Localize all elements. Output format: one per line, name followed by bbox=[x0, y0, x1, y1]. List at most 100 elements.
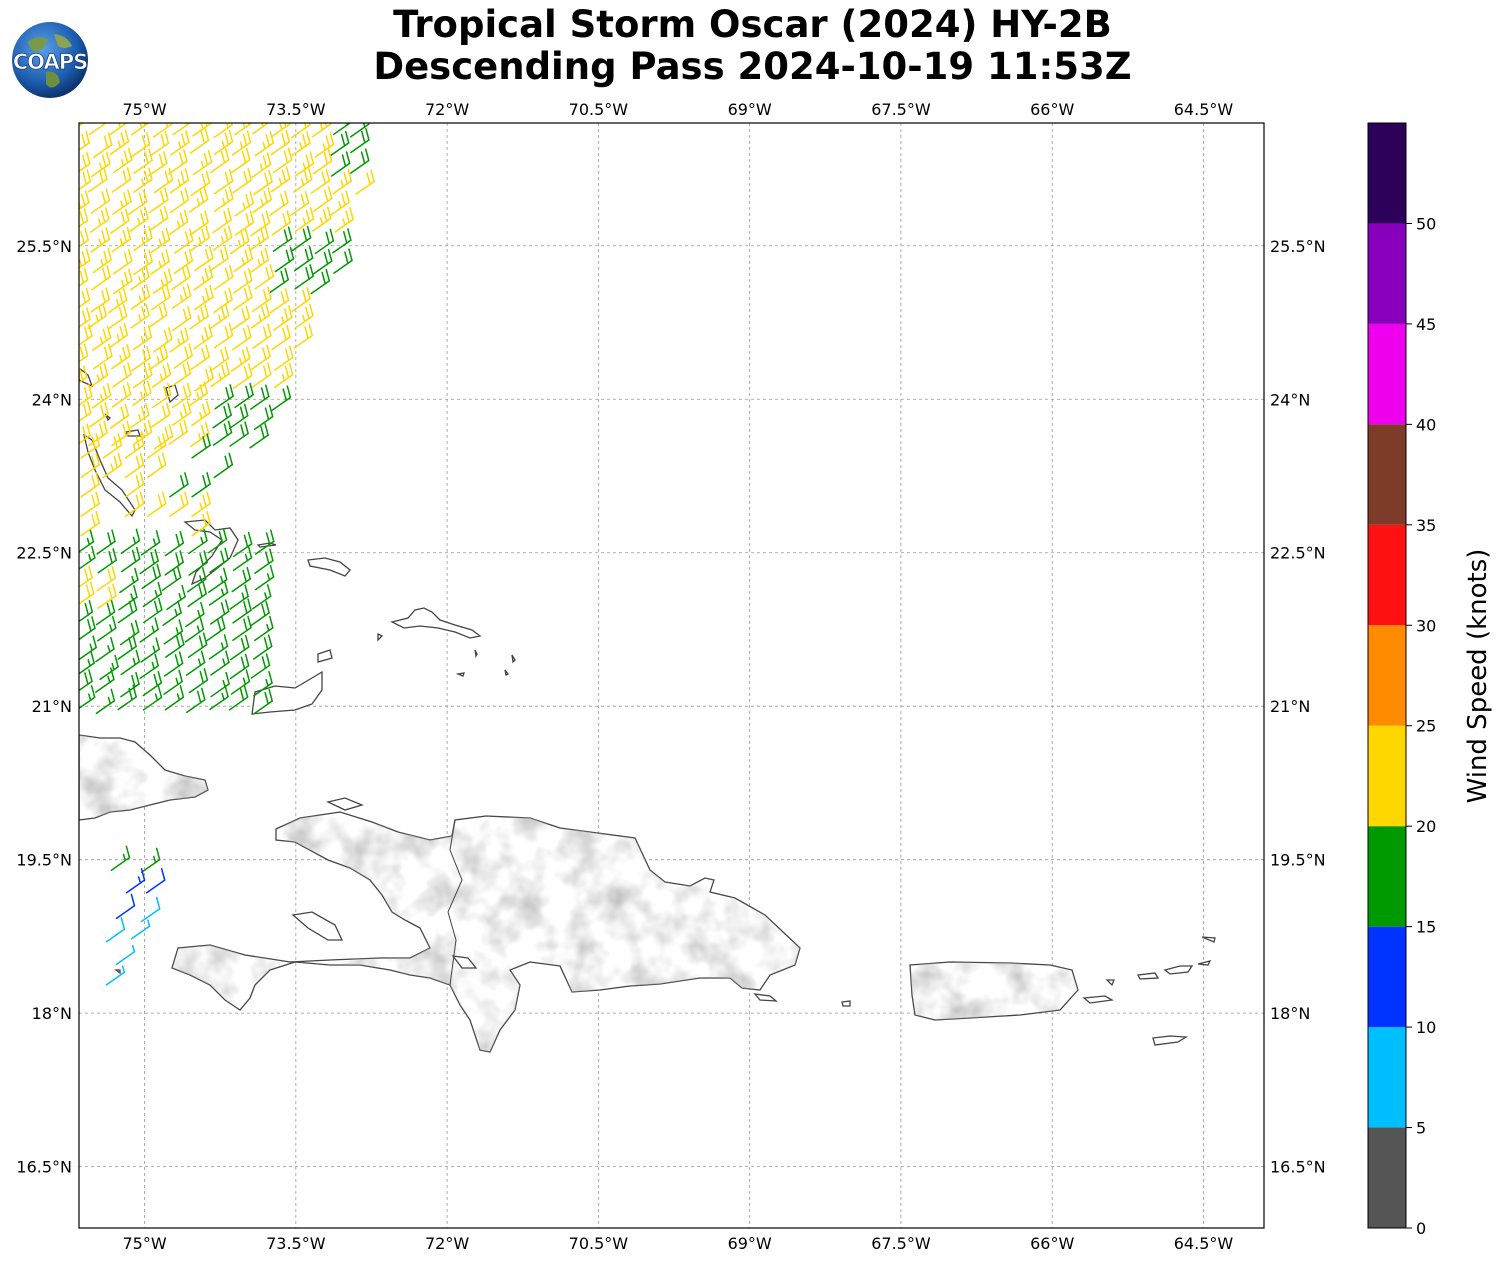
wind-barb bbox=[194, 246, 214, 272]
wind-barb bbox=[207, 567, 228, 593]
wind-barb bbox=[330, 151, 351, 177]
wind-barb bbox=[312, 148, 333, 175]
wind-barb bbox=[152, 382, 172, 409]
map-frame bbox=[78, 122, 1265, 1229]
wind-barb bbox=[102, 433, 123, 459]
turks-island-3 bbox=[455, 672, 465, 677]
wind-barb bbox=[355, 169, 375, 195]
wind-barb bbox=[169, 472, 189, 498]
wind-barb bbox=[95, 636, 115, 663]
wind-barb bbox=[332, 123, 352, 136]
small-cay bbox=[114, 969, 121, 975]
wind-barb bbox=[102, 452, 123, 479]
wind-barb bbox=[214, 186, 234, 213]
turks-island-4 bbox=[504, 669, 509, 676]
wind-barb bbox=[291, 123, 311, 139]
wind-barb bbox=[253, 688, 273, 715]
wind-barb bbox=[163, 669, 183, 695]
wind-barb bbox=[230, 305, 251, 331]
wind-barb bbox=[132, 324, 153, 351]
lat-tick-label-left: 22.5°N bbox=[16, 544, 72, 563]
wind-barb bbox=[228, 685, 249, 711]
wind-barb bbox=[124, 472, 145, 498]
wind-barb bbox=[191, 472, 211, 498]
wind-barb bbox=[142, 670, 163, 697]
hispaniola-terrain bbox=[172, 812, 800, 1052]
lat-tick-label-left: 21°N bbox=[32, 697, 72, 716]
wind-barb bbox=[112, 147, 133, 174]
wind-barb bbox=[232, 598, 252, 624]
wind-barb bbox=[130, 132, 151, 158]
wind-barb bbox=[184, 617, 205, 643]
wind-barb bbox=[142, 581, 163, 608]
lat-tick-label-right: 19.5°N bbox=[1270, 851, 1326, 870]
wind-barb bbox=[79, 599, 94, 623]
tortuga-island bbox=[326, 797, 364, 811]
lat-tick-label-left: 18°N bbox=[32, 1004, 72, 1023]
wind-barb bbox=[173, 248, 194, 275]
virgin-gorda-island bbox=[1201, 936, 1216, 943]
lon-tick-label-top: 72°W bbox=[425, 100, 469, 119]
lat-tick-label-right: 24°N bbox=[1270, 390, 1310, 409]
wind-barb bbox=[212, 207, 232, 234]
wind-speed-colorbar: 0 5 10 15 20 25 30 35 40 45 50 bbox=[1367, 122, 1436, 1238]
wind-barb bbox=[173, 343, 193, 369]
wind-barb bbox=[110, 208, 130, 234]
wind-barb bbox=[254, 529, 275, 555]
wind-barb bbox=[150, 227, 171, 254]
wind-barb bbox=[90, 188, 111, 214]
colorbar-segment bbox=[1368, 625, 1406, 726]
wind-barb bbox=[250, 303, 270, 329]
wind-barb bbox=[271, 210, 292, 236]
wind-barb bbox=[79, 545, 96, 570]
wind-barb bbox=[119, 567, 139, 594]
wind-barb bbox=[252, 187, 272, 213]
wind-barb bbox=[148, 205, 169, 232]
wind-barb bbox=[310, 268, 331, 295]
wind-barb bbox=[133, 167, 153, 193]
wind-barb bbox=[152, 327, 173, 353]
lon-tick-label-bottom: 64.5°W bbox=[1174, 1234, 1234, 1253]
anegada-island bbox=[1197, 960, 1212, 966]
wind-barb bbox=[89, 401, 109, 428]
wind-barb bbox=[311, 206, 332, 232]
wind-barb bbox=[209, 246, 229, 272]
wind-barb bbox=[329, 130, 350, 157]
wind-barb bbox=[169, 327, 189, 353]
wind-barb bbox=[185, 650, 206, 676]
wind-barb bbox=[90, 207, 110, 233]
colorbar-segment bbox=[1368, 1027, 1406, 1128]
wind-barb bbox=[249, 247, 270, 274]
wind-barb bbox=[188, 667, 209, 694]
wind-barb bbox=[251, 584, 272, 610]
wind-barb bbox=[273, 362, 294, 389]
wind-barb bbox=[88, 123, 108, 136]
wind-barb bbox=[210, 361, 230, 388]
wind-barb bbox=[149, 131, 170, 157]
title-line-2: Descending Pass 2024-10-19 11:53Z bbox=[373, 45, 1132, 88]
wind-barb bbox=[90, 287, 110, 313]
wind-barb bbox=[350, 127, 370, 154]
wind-barb bbox=[99, 654, 119, 681]
wind-barb bbox=[143, 597, 163, 624]
wind-barb bbox=[109, 129, 130, 155]
wind-barb bbox=[79, 384, 93, 407]
wind-barb bbox=[130, 303, 150, 329]
wind-barb bbox=[120, 649, 141, 676]
wind-barb bbox=[79, 685, 96, 710]
wind-barb bbox=[79, 130, 90, 151]
colorbar-tick-label: 10 bbox=[1416, 1018, 1436, 1037]
wind-barb bbox=[79, 307, 91, 328]
wind-barb bbox=[349, 148, 370, 174]
wind-barb bbox=[314, 228, 335, 255]
wind-barb bbox=[208, 580, 229, 606]
wind-barb bbox=[140, 637, 160, 663]
colorbar-tick-label: 45 bbox=[1416, 315, 1436, 334]
wind-barb bbox=[209, 303, 230, 329]
wind-barb bbox=[254, 130, 275, 157]
wind-barb bbox=[105, 917, 126, 943]
wind-barb bbox=[232, 168, 252, 194]
wind-barb bbox=[191, 433, 211, 459]
lat-tick-label-right: 21°N bbox=[1270, 697, 1310, 716]
wind-barb bbox=[120, 528, 141, 555]
